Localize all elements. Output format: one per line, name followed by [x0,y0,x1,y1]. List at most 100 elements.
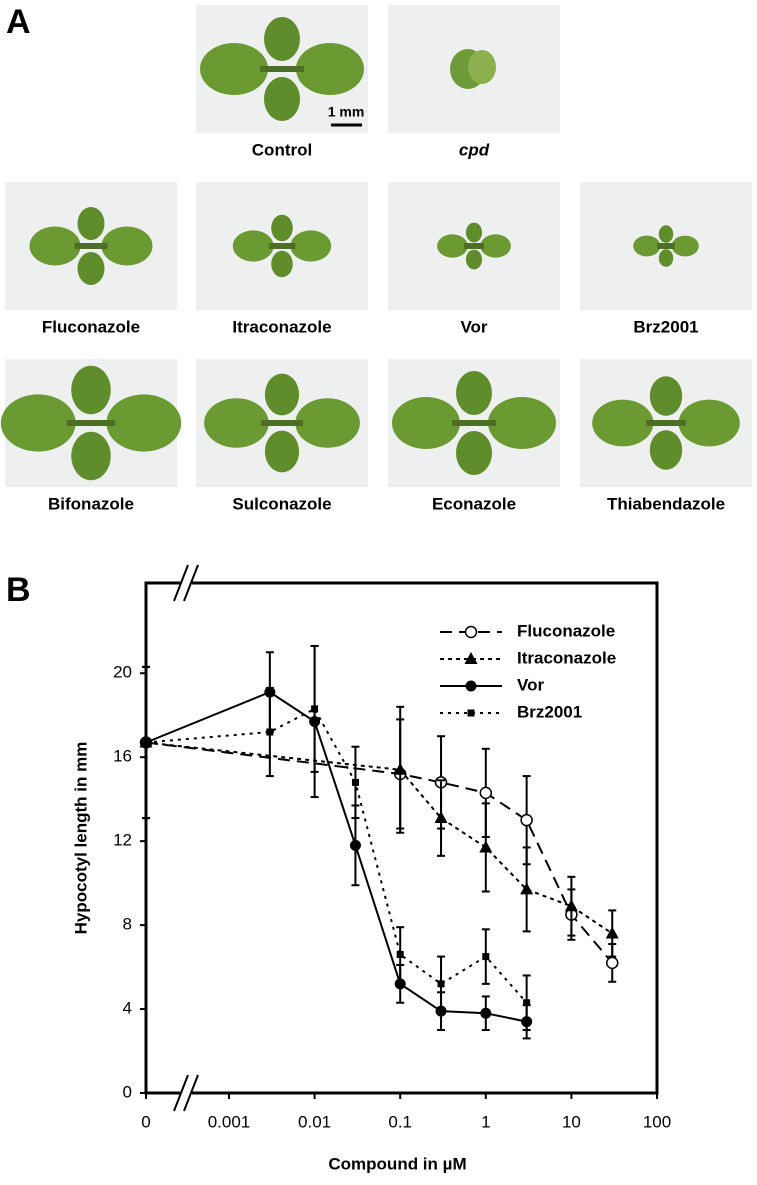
plot-frame [144,581,659,1095]
legend-marker [464,625,478,639]
stem [66,420,116,426]
leaf [480,234,511,258]
leaf [71,365,111,415]
legend-marker [465,680,477,692]
leaf [437,234,468,258]
marker [349,839,361,851]
leaf [296,43,364,95]
x-tick-label: 0.1 [388,1112,412,1131]
leaf [295,398,360,448]
marker [520,882,534,895]
seedling [29,207,153,285]
marker [479,786,493,800]
y-tick-label: 16 [113,747,132,766]
axis-break [183,1074,199,1112]
stem [260,66,304,72]
leaf [264,373,300,416]
y-tick-label: 8 [123,915,132,934]
leaf [200,43,268,95]
scale-bar-label: 1 mm [328,104,365,120]
leaf [290,230,332,262]
marker [437,980,445,988]
x-tick-label: 1 [481,1112,490,1131]
marker [479,840,493,853]
seedling [592,376,740,470]
seedling [437,222,511,270]
plot: 0 4 8 12 16 20 0 0.001 0.01 0.1 1 10 100 Compound in … [71,564,671,1173]
leaf [658,225,674,243]
marker [351,778,359,786]
leaf [0,394,76,452]
y-tick-label: 20 [113,663,132,682]
leaf [658,249,674,267]
panel-label: B [6,571,31,609]
axis-break-gap [180,1089,192,1097]
leaf [592,399,654,447]
leaf [77,207,105,240]
marker [266,728,274,736]
leaf [392,397,460,449]
leaf [71,431,111,481]
leaf [204,398,269,448]
stem [452,420,496,426]
leaf [671,235,699,257]
photo-label: Vor [460,317,487,336]
stem [74,243,108,249]
marker [311,705,319,713]
marker [520,813,533,827]
photo-label: Econazole [432,494,516,513]
leaf [264,77,300,121]
y-axis-title: Hypocotyl length in mm [71,742,90,935]
x-tick-label: 10 [562,1112,581,1131]
y-tick-label: 4 [123,999,132,1018]
leaf [649,376,683,416]
axis-break-gap [180,579,192,587]
leaf [456,371,492,415]
axis-break-gap [180,760,192,790]
photo-label: Fluconazole [42,317,140,336]
marker [393,762,407,775]
axis-break [173,564,189,602]
photo-grid: Control cpd Fluconazole Itraconazole Vor Brz2… [0,5,752,513]
seedling [0,365,182,481]
marker [605,956,619,970]
photo-label: Bifonazole [48,494,134,513]
axis-break [173,1074,189,1112]
marker [482,953,490,961]
photo-label: Itraconazole [232,317,331,336]
seedling [392,371,556,475]
leaf [465,249,483,270]
photo-label: cpd [459,140,490,159]
x-tick-label: 100 [643,1112,671,1131]
marker [564,899,578,912]
legend-marker [464,652,478,664]
legend-label: Brz2001 [517,702,582,721]
stem [464,243,484,249]
leaf [101,226,153,266]
leaf [468,50,496,84]
x-axis-title: Compound in µM [328,1154,466,1173]
y-tick-label: 0 [123,1082,132,1101]
marker [142,739,150,747]
seedling [204,373,360,473]
photo-label: Brz2001 [633,317,698,336]
leaf [77,252,105,285]
marker [605,926,619,939]
series-line [145,707,528,1004]
x-tick-label: 0 [141,1112,150,1131]
leaf [456,431,492,475]
marker [396,950,404,958]
axis-break [183,564,199,602]
seedling [232,214,332,278]
leaf [106,394,182,452]
leaf [678,399,740,447]
panel-label: A [6,3,31,41]
photo-label: Control [252,140,312,159]
stem [261,420,303,426]
leaf [271,250,293,278]
legend-label: Itraconazole [517,648,616,667]
series-line [145,691,527,1023]
marker [480,1007,492,1019]
